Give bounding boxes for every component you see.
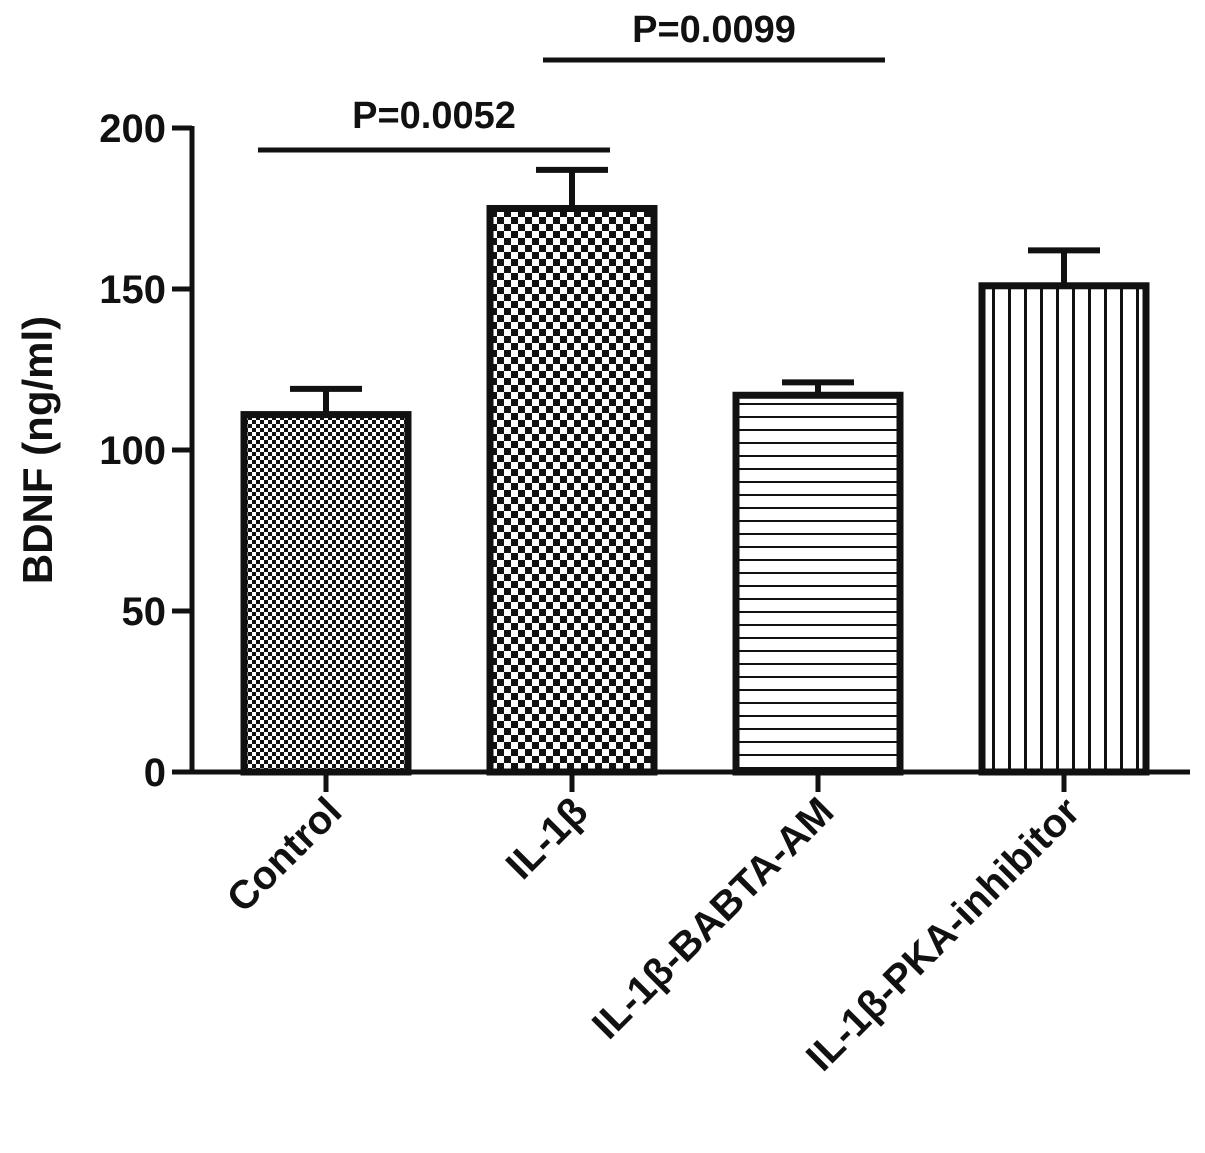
category-label: IL-1β	[498, 789, 597, 888]
error-bars-group	[290, 166, 1100, 415]
category-labels-group: Control IL-1βIL-1β-BABTA-AMIL-1β-PKA-inhi…	[219, 789, 1089, 1079]
bars-group	[240, 205, 1150, 776]
y-axis-title: BDNF (ng/ml)	[14, 316, 61, 584]
bar	[732, 391, 904, 776]
significance-label: P=0.0099	[632, 9, 796, 51]
y-axis: 0 50 100 150 200	[99, 107, 195, 795]
significance-group: P=0.0052 P=0.0099	[258, 9, 885, 153]
y-tick-label: 100	[99, 429, 166, 473]
y-tick-label: 150	[99, 268, 166, 312]
y-tick-label: 50	[122, 590, 167, 634]
significance-label: P=0.0052	[352, 95, 516, 137]
bar	[978, 282, 1150, 776]
bar	[240, 411, 412, 776]
category-label: IL-1β-BABTA-AM	[584, 789, 842, 1047]
bar	[486, 205, 658, 776]
y-tick-label: 200	[99, 107, 166, 151]
category-label: IL-1β-PKA-inhibitor	[798, 789, 1088, 1079]
category-label: Control	[219, 789, 351, 921]
y-tick-label: 0	[144, 751, 166, 795]
